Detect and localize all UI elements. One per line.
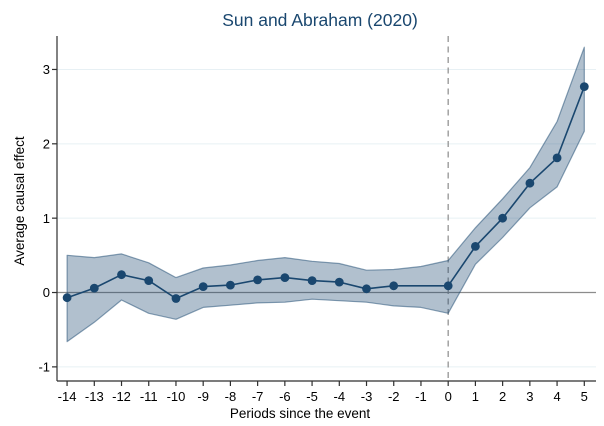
data-point-marker xyxy=(62,293,72,303)
x-tick-label: -6 xyxy=(279,389,291,404)
data-point-marker xyxy=(579,82,589,91)
data-point-marker xyxy=(443,281,453,291)
chart-title: Sun and Abraham (2020) xyxy=(222,10,418,30)
x-tick-label: -2 xyxy=(388,389,400,404)
y-tick-label: 2 xyxy=(43,137,50,152)
x-tick-label: -8 xyxy=(225,389,237,404)
data-point-marker xyxy=(307,276,317,285)
y-tick-label: 0 xyxy=(43,285,50,300)
data-point-marker xyxy=(144,276,154,285)
y-tick-label: 1 xyxy=(43,211,50,226)
x-axis-title: Periods since the event xyxy=(230,406,371,421)
data-point-marker xyxy=(253,275,262,285)
x-tick-label: -5 xyxy=(306,389,318,404)
x-tick-label: -11 xyxy=(140,389,158,404)
data-point-marker xyxy=(334,277,344,287)
data-point-marker xyxy=(198,282,208,291)
data-point-marker xyxy=(471,242,480,251)
data-point-marker xyxy=(525,178,535,188)
x-tick-label: -3 xyxy=(361,389,373,404)
data-point-marker xyxy=(552,153,562,163)
x-tick-label: -14 xyxy=(58,389,77,404)
data-point-marker xyxy=(117,270,126,280)
data-point-marker xyxy=(362,284,371,294)
y-tick-label: -1 xyxy=(38,360,50,375)
x-tick-label: 2 xyxy=(499,389,506,404)
y-axis-title: Average causal effect xyxy=(12,136,27,266)
x-tick-label: 0 xyxy=(445,389,452,404)
data-point-marker xyxy=(226,280,235,290)
x-tick-label: -7 xyxy=(252,389,264,404)
x-tick-label: 4 xyxy=(553,389,560,404)
x-tick-label: -10 xyxy=(167,389,186,404)
x-tick-label: 1 xyxy=(472,389,479,404)
data-point-marker xyxy=(280,273,290,282)
confidence-band xyxy=(66,46,585,343)
x-tick-label: -13 xyxy=(85,389,104,404)
x-tick-label: -9 xyxy=(197,389,209,404)
x-tick-label: -12 xyxy=(112,389,131,404)
data-point-marker xyxy=(171,294,181,303)
data-point-marker xyxy=(389,281,399,291)
data-point-marker xyxy=(89,283,99,293)
data-point-marker xyxy=(498,213,507,223)
x-tick-label: 3 xyxy=(526,389,533,404)
x-tick-label: 5 xyxy=(581,389,588,404)
x-tick-label: -4 xyxy=(334,389,346,404)
y-tick-label: 3 xyxy=(43,62,50,77)
x-tick-label: -1 xyxy=(415,389,427,404)
